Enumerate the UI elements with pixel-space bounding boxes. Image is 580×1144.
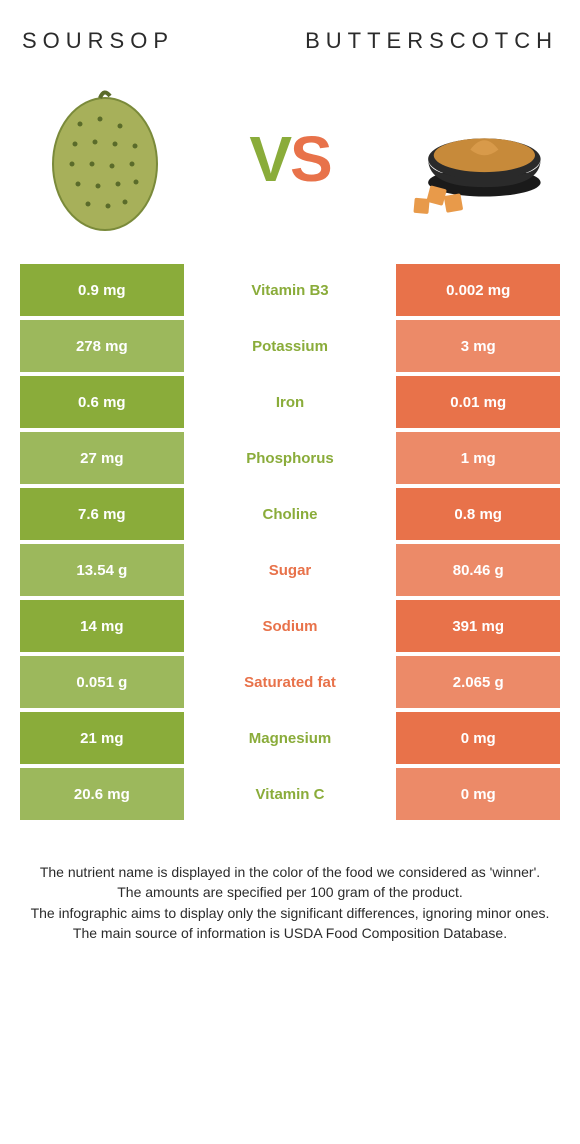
right-value-cell: 0 mg [396,712,560,764]
nutrient-label-cell: Iron [184,376,397,428]
footer-line: The infographic aims to display only the… [28,903,552,923]
right-value-cell: 391 mg [396,600,560,652]
nutrient-label-cell: Magnesium [184,712,397,764]
right-value-cell: 0.8 mg [396,488,560,540]
header: SOURSOP BUTTERSCOTCH [0,0,580,64]
vs-s: S [290,123,331,195]
vs-label: VS [249,122,330,196]
right-value-cell: 0.01 mg [396,376,560,428]
nutrient-label-cell: Vitamin B3 [184,264,397,316]
left-value-cell: 13.54 g [20,544,184,596]
table-row: 278 mgPotassium3 mg [20,320,560,372]
left-food-title: SOURSOP [22,28,174,54]
table-row: 0.6 mgIron0.01 mg [20,376,560,428]
right-value-cell: 2.065 g [396,656,560,708]
left-value-cell: 0.051 g [20,656,184,708]
table-row: 0.9 mgVitamin B30.002 mg [20,264,560,316]
table-row: 21 mgMagnesium0 mg [20,712,560,764]
left-value-cell: 20.6 mg [20,768,184,820]
nutrient-label-cell: Sodium [184,600,397,652]
comparison-table: 0.9 mgVitamin B30.002 mg278 mgPotassium3… [0,264,580,820]
right-food-title: BUTTERSCOTCH [305,28,558,54]
left-value-cell: 21 mg [20,712,184,764]
nutrient-label-cell: Saturated fat [184,656,397,708]
table-row: 13.54 gSugar80.46 g [20,544,560,596]
right-value-cell: 0 mg [396,768,560,820]
butterscotch-image [400,84,550,234]
footer-notes: The nutrient name is displayed in the co… [0,824,580,943]
nutrient-label-cell: Choline [184,488,397,540]
left-value-cell: 0.9 mg [20,264,184,316]
table-row: 27 mgPhosphorus1 mg [20,432,560,484]
right-value-cell: 0.002 mg [396,264,560,316]
table-row: 14 mgSodium391 mg [20,600,560,652]
nutrient-label-cell: Phosphorus [184,432,397,484]
table-row: 0.051 gSaturated fat2.065 g [20,656,560,708]
footer-line: The nutrient name is displayed in the co… [28,862,552,882]
nutrient-label-cell: Sugar [184,544,397,596]
right-value-cell: 80.46 g [396,544,560,596]
left-value-cell: 278 mg [20,320,184,372]
table-row: 20.6 mgVitamin C0 mg [20,768,560,820]
left-value-cell: 7.6 mg [20,488,184,540]
right-value-cell: 3 mg [396,320,560,372]
left-value-cell: 27 mg [20,432,184,484]
footer-line: The amounts are specified per 100 gram o… [28,882,552,902]
soursop-image [30,84,180,234]
footer-line: The main source of information is USDA F… [28,923,552,943]
left-value-cell: 14 mg [20,600,184,652]
vs-v: V [249,123,290,195]
left-value-cell: 0.6 mg [20,376,184,428]
right-value-cell: 1 mg [396,432,560,484]
nutrient-label-cell: Potassium [184,320,397,372]
table-row: 7.6 mgCholine0.8 mg [20,488,560,540]
images-row: VS [0,64,580,264]
nutrient-label-cell: Vitamin C [184,768,397,820]
